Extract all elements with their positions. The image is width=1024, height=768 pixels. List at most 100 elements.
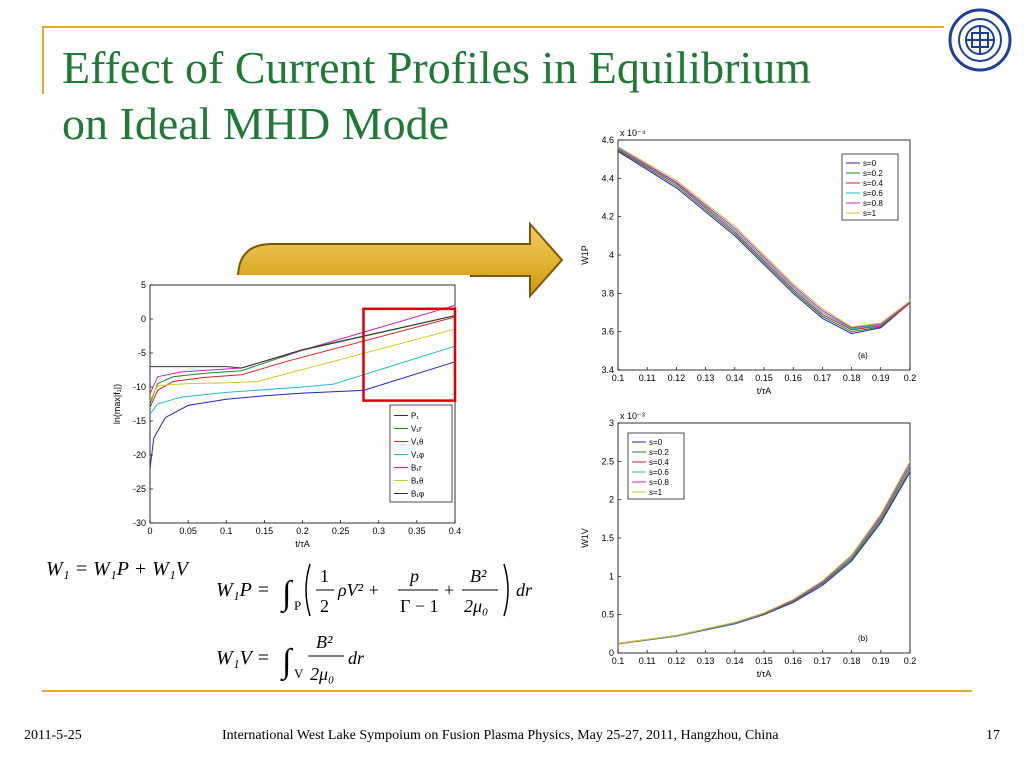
equation-w1v: W₁V = ∫ V B² 2μ₀ dr [216, 632, 365, 684]
y-axis-label: W1V [580, 528, 590, 548]
y-tick-label: 3 [609, 418, 614, 428]
legend-label: s=0.8 [649, 478, 669, 487]
series-line-3 [617, 148, 911, 330]
w1v-den: 2μ₀ [310, 664, 334, 684]
panel-label: (b) [858, 634, 868, 643]
integral-icon: ∫ [280, 643, 294, 682]
top-rule [42, 26, 944, 28]
legend-label: s=0.4 [649, 458, 669, 467]
x-tick-label: 0 [147, 526, 152, 536]
x-tick-label: 0.17 [814, 656, 832, 666]
legend-label: s=0.2 [863, 169, 883, 178]
w1p-f3-num: B² [470, 566, 487, 586]
legend-label: s=0.2 [649, 448, 669, 457]
y-tick-label: -20 [133, 450, 146, 460]
axis-multiplier: x 10⁻⁴ [620, 128, 646, 138]
x-tick-label: 0.15 [755, 656, 773, 666]
chart-growth: 0 0.05 0.1 0.15 0.2 0.25 0.3 0.35 0.4 5 0 -5 -10 -15 -… [105, 275, 470, 553]
left-rule [42, 26, 44, 94]
x-tick-label: 0.2 [296, 526, 309, 536]
legend-box [389, 404, 453, 503]
x-tick-label: 0.13 [697, 656, 715, 666]
w1p-f2-num: p [408, 566, 419, 586]
x-tick-label: 0.15 [755, 373, 773, 383]
x-tick-label: 0.18 [843, 373, 861, 383]
series-line-2 [617, 149, 911, 331]
x-tick-label: 0.25 [332, 526, 350, 536]
y-tick-label: 4 [609, 250, 614, 260]
legend-label: s=0.4 [863, 179, 883, 188]
w1p-sub: P [294, 598, 301, 613]
x-tick-label: 0.4 [449, 526, 462, 536]
title-line-2: on Ideal MHD Mode [62, 98, 450, 149]
chart-w1p: 0.1 0.11 0.12 0.13 0.14 0.15 0.16 0.17 0.18 0.19 0… [580, 120, 920, 400]
legend-label: V₁φ [411, 451, 424, 460]
legend-label: P₁ [411, 412, 419, 421]
series-line-3 [149, 345, 456, 415]
y-tick-label: 3.8 [601, 288, 614, 298]
x-tick-label: 0.12 [668, 656, 686, 666]
legend-label: s=1 [649, 488, 663, 497]
y-tick-label: 1.5 [601, 533, 614, 543]
y-tick-label: 3.6 [601, 327, 614, 337]
x-tick-label: 0.11 [639, 373, 656, 383]
x-tick-label: 0.19 [872, 656, 890, 666]
w1p-f1-den: 2 [320, 596, 329, 616]
y-tick-label: 1 [609, 571, 614, 581]
x-tick-label: 0.19 [872, 373, 890, 383]
x-tick-label: 0.1 [220, 526, 233, 536]
y-tick-label: 4.4 [601, 173, 614, 183]
legend-label: B₁θ [411, 477, 424, 486]
x-tick-label: 0.18 [843, 656, 861, 666]
footer-date: 2011-5-25 [24, 728, 82, 743]
y-tick-label: -25 [133, 484, 146, 494]
y-axis-label: ln(max|f₁|) [112, 384, 122, 424]
w1p-f3-den: 2μ₀ [464, 596, 488, 616]
w1v-lhs: W₁V = [216, 647, 270, 669]
axis-multiplier: x 10⁻³ [620, 411, 645, 421]
y-tick-label: -10 [133, 382, 146, 392]
y-tick-label: -30 [133, 518, 146, 528]
y-tick-label: 5 [141, 280, 146, 290]
x-tick-label: 0.16 [784, 656, 802, 666]
y-tick-label: 0 [141, 314, 146, 324]
x-tick-label: 0.3 [372, 526, 385, 536]
w1p-lhs: W₁P = [216, 579, 270, 601]
series-line-1 [617, 150, 911, 333]
y-tick-label: 4.6 [601, 135, 614, 145]
legend-label: s=0.6 [863, 189, 883, 198]
equation-w1: W₁ = W₁P + W₁V [46, 558, 188, 580]
x-tick-label: 0.14 [726, 656, 744, 666]
legend-label: V₁r [411, 425, 422, 434]
x-tick-label: 0.05 [179, 526, 197, 536]
x-tick-label: 0.35 [408, 526, 426, 536]
x-axis-label: t/τA [295, 539, 310, 549]
x-tick-label: 0.2 [904, 373, 917, 383]
series-line-5 [149, 328, 456, 401]
legend-label: B₁φ [411, 490, 424, 499]
y-tick-label: -15 [133, 416, 146, 426]
w1p-f2-den: Γ − 1 [400, 596, 439, 616]
series-line-0 [149, 361, 456, 469]
integral-icon: ∫ [280, 575, 294, 614]
w1v-dr: dr [348, 648, 365, 668]
w1v-sub: V [294, 666, 304, 681]
legend-label: B₁r [411, 464, 422, 473]
paren-right-icon [503, 563, 509, 617]
x-tick-label: 0.15 [256, 526, 274, 536]
x-tick-label: 0.17 [814, 373, 832, 383]
legend-label: s=0 [863, 159, 877, 168]
x-axis-label: t/τA [757, 669, 772, 679]
y-tick-label: 2.5 [601, 456, 614, 466]
bottom-rule [42, 690, 972, 692]
w1p-f1-num: 1 [320, 566, 329, 586]
x-tick-label: 0.2 [904, 656, 917, 666]
y-tick-label: 0.5 [601, 610, 614, 620]
w1p-dr: dr [516, 580, 533, 600]
w1p-plus: + [444, 580, 454, 600]
y-axis-label: W1P [580, 245, 590, 265]
legend-label: s=0.8 [863, 199, 883, 208]
legend-box [841, 153, 899, 221]
title-line-1: Effect of Current Profiles in Equilibriu… [62, 42, 812, 93]
footer-conference: International West Lake Sympoium on Fusi… [222, 728, 779, 743]
